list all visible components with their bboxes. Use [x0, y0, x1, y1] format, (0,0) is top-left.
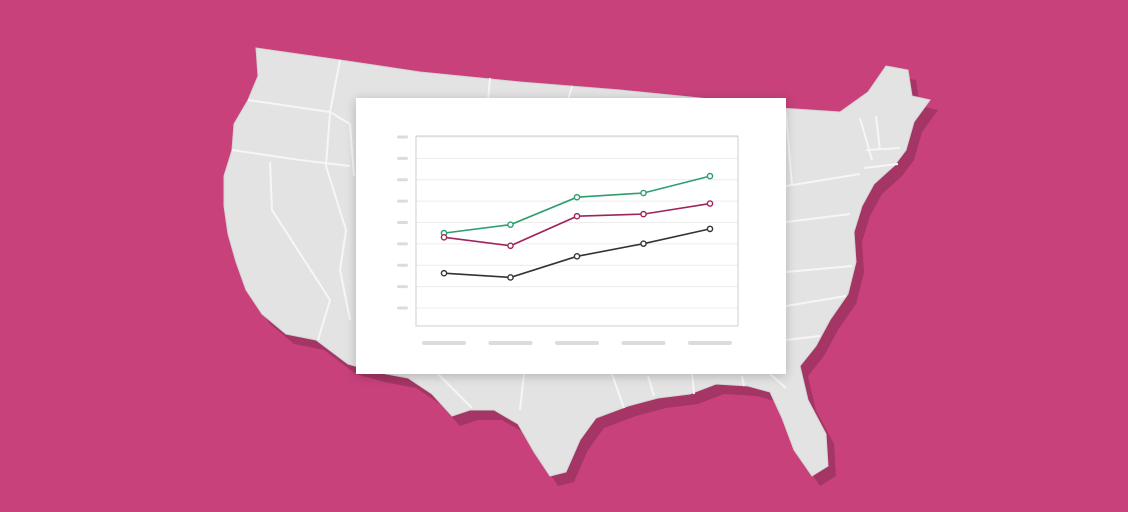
x-tick-label — [422, 341, 466, 345]
y-tick-label — [397, 156, 408, 160]
series-layer — [440, 172, 714, 281]
y-tick-label — [397, 263, 408, 267]
data-point — [507, 221, 514, 228]
data-point — [573, 253, 581, 260]
data-point — [507, 242, 514, 250]
x-axis-tick-placeholders — [422, 341, 732, 345]
gridlines — [416, 136, 738, 309]
data-point — [573, 193, 581, 201]
series-1 — [440, 172, 714, 237]
state-borders — [231, 59, 901, 411]
series-line — [443, 175, 711, 234]
data-point — [440, 234, 448, 241]
data-point — [706, 172, 714, 180]
chart-card — [356, 98, 786, 374]
y-tick-label — [397, 242, 408, 246]
y-tick-label — [397, 285, 408, 289]
data-point — [440, 269, 448, 277]
series-3 — [440, 225, 714, 281]
data-point — [640, 240, 647, 247]
y-tick-label — [397, 221, 408, 224]
data-point — [706, 200, 714, 207]
data-point — [640, 189, 647, 197]
x-tick-label — [555, 341, 599, 345]
series-2 — [440, 200, 714, 250]
series-line — [443, 202, 711, 247]
y-axis-tick-placeholders — [397, 135, 408, 310]
y-tick-label — [397, 178, 408, 182]
y-tick-label — [397, 199, 408, 203]
x-tick-label — [688, 341, 732, 345]
data-point — [573, 212, 581, 220]
line-chart — [397, 135, 739, 345]
data-point — [507, 274, 514, 281]
data-point — [640, 210, 647, 218]
x-tick-label — [488, 341, 533, 345]
y-tick-label — [397, 135, 408, 139]
plot-area-frame — [415, 135, 739, 327]
x-tick-label — [621, 341, 666, 345]
data-point — [706, 225, 714, 233]
y-tick-label — [397, 306, 408, 310]
